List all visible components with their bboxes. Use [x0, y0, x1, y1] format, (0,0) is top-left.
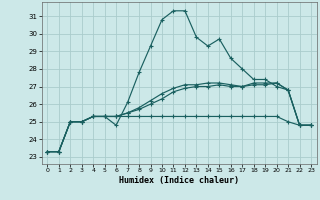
X-axis label: Humidex (Indice chaleur): Humidex (Indice chaleur) — [119, 176, 239, 185]
